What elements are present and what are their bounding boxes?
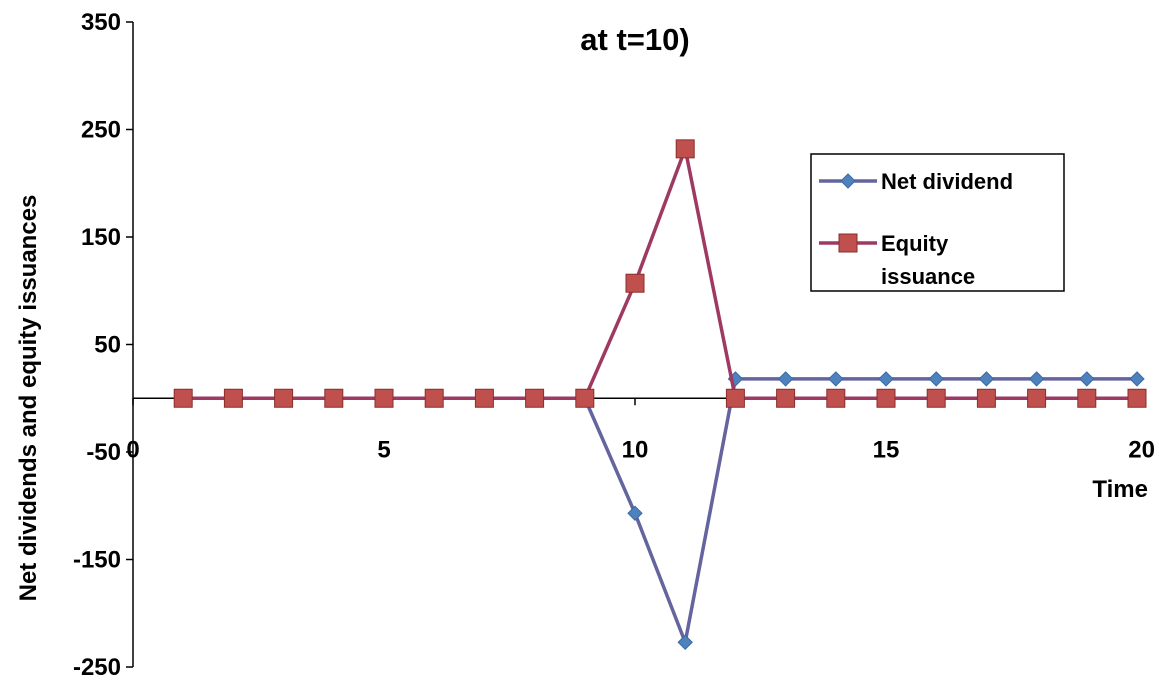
y-axis-title: Net dividends and equity issuances — [15, 195, 42, 602]
data-point — [627, 505, 643, 521]
legend-box — [810, 153, 1065, 292]
legend: Net dividend Equity issuance — [810, 153, 1065, 292]
x-tick-label: 15 — [873, 436, 900, 463]
x-tick-label: 0 — [126, 436, 139, 463]
data-point — [828, 371, 844, 387]
data-point — [1027, 388, 1047, 408]
data-point — [625, 273, 645, 293]
data-point — [826, 388, 846, 408]
data-point — [1129, 371, 1145, 387]
x-tick-label: 20 — [1128, 436, 1155, 463]
data-point — [424, 388, 444, 408]
data-point — [876, 388, 896, 408]
y-tick-label: -50 — [86, 439, 121, 466]
y-tick-label: -250 — [73, 654, 121, 681]
legend-label: Net dividend — [881, 169, 1013, 194]
data-point — [575, 388, 595, 408]
series-equity-issuance — [173, 139, 1147, 408]
legend-marker — [840, 173, 856, 189]
x-tick-label: 5 — [377, 436, 390, 463]
legend-label: issuance — [881, 264, 975, 289]
data-point — [1028, 371, 1045, 387]
data-point — [725, 388, 745, 408]
y-tick-label: -150 — [73, 547, 121, 574]
data-point — [1127, 388, 1147, 408]
data-point — [976, 388, 996, 408]
legend-label: Equity — [881, 231, 949, 256]
y-tick-label: 350 — [81, 9, 121, 36]
data-point — [474, 388, 494, 408]
x-tick-label: 10 — [622, 436, 649, 463]
data-point — [926, 388, 946, 408]
legend-entry: Net dividend — [819, 169, 1013, 194]
data-point — [978, 371, 995, 387]
series-net-dividend — [175, 371, 1145, 650]
x-axis-title: Time — [1092, 476, 1148, 503]
y-axis: 350 250 150 50 -50 -150 -250 — [73, 9, 134, 681]
y-tick-label: 50 — [94, 332, 121, 359]
data-point — [324, 388, 344, 408]
data-point — [1079, 371, 1095, 387]
data-point — [1077, 388, 1097, 408]
data-point — [776, 388, 796, 408]
data-point — [173, 388, 193, 408]
data-point — [525, 388, 545, 408]
data-point — [878, 371, 894, 387]
y-tick-label: 250 — [81, 117, 121, 144]
data-point — [274, 388, 294, 408]
data-point — [777, 371, 794, 387]
y-tick-label: 150 — [81, 224, 121, 251]
x-axis: 0 5 10 15 20 — [126, 397, 1155, 463]
data-point — [223, 388, 243, 408]
chart-title: at t=10) — [580, 22, 689, 57]
series-line — [183, 377, 1137, 645]
data-point — [677, 634, 693, 650]
series-layer — [173, 139, 1147, 650]
legend-marker — [838, 233, 858, 253]
data-point — [374, 388, 394, 408]
data-point — [928, 371, 944, 387]
legend-entry: Equity issuance — [819, 231, 975, 289]
data-point — [675, 139, 695, 159]
